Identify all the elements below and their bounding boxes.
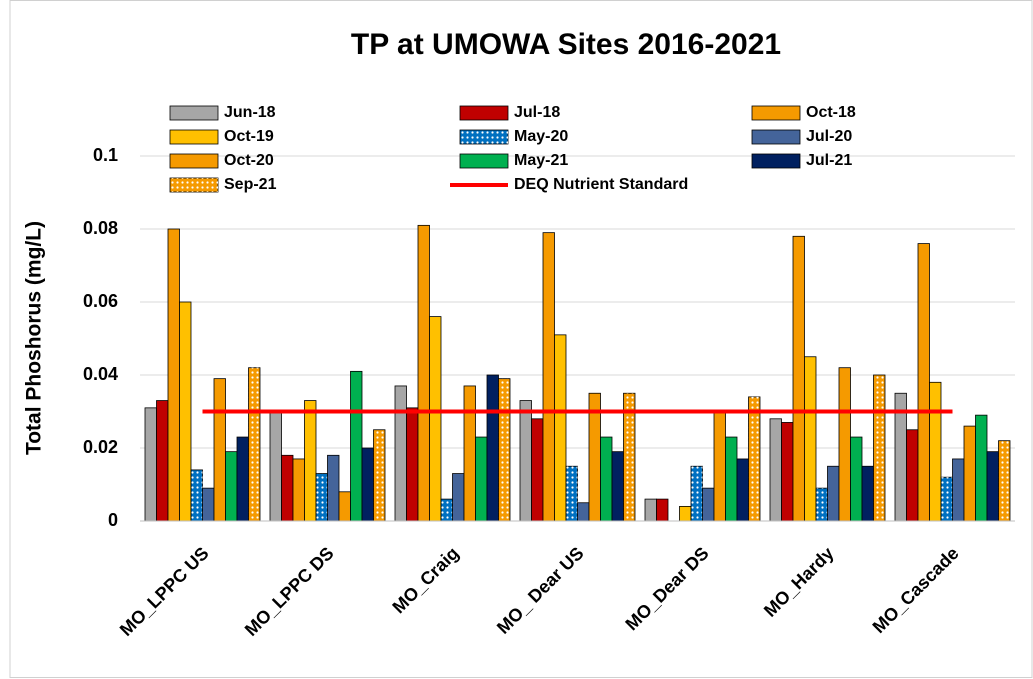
legend-label: Oct-18 [806, 104, 856, 121]
bar [986, 451, 999, 522]
bar [952, 458, 965, 522]
legend-label: May-21 [514, 152, 568, 169]
bar-pattern [623, 393, 635, 521]
bar [417, 224, 430, 522]
bar [929, 381, 942, 522]
bar [167, 228, 180, 522]
bar [792, 235, 805, 522]
bar [577, 502, 590, 522]
bar [644, 498, 657, 522]
bar-pattern [498, 378, 510, 521]
y-axis-label: Total Phoshorus (mg/L) [23, 221, 46, 455]
bar [702, 487, 715, 522]
legend-label: May-20 [514, 128, 568, 145]
legend-label: Jul-21 [806, 152, 852, 169]
bar [394, 385, 407, 522]
legend-label: Sep-21 [224, 176, 277, 193]
bar-pattern [941, 477, 953, 521]
bar [202, 487, 215, 522]
y-tick-label: 0.02 [83, 437, 118, 457]
bar [975, 414, 988, 522]
bar-pattern [873, 375, 885, 521]
legend-swatch [169, 129, 219, 145]
bar-pattern [998, 440, 1010, 521]
bar [725, 436, 738, 522]
legend-label: Oct-20 [224, 152, 274, 169]
bar [542, 232, 555, 522]
chart-title: TP at UMOWA Sites 2016-2021 [351, 28, 781, 61]
bar [361, 447, 374, 522]
bar-pattern [691, 466, 703, 521]
bar [463, 385, 476, 522]
bar-pattern [316, 473, 328, 521]
y-tick-label: 0.06 [83, 291, 118, 311]
bar [429, 316, 442, 522]
bar-pattern [566, 466, 578, 521]
y-tick-label: 0.1 [93, 145, 118, 165]
bar-pattern [816, 488, 828, 521]
legend-label: DEQ Nutrient Standard [514, 176, 688, 193]
legend-swatch [169, 105, 219, 121]
bar [736, 458, 749, 522]
bar [917, 243, 930, 522]
bar [281, 454, 294, 522]
bar [656, 498, 669, 522]
legend-swatch [459, 153, 509, 169]
legend-label: Jul-18 [514, 104, 560, 121]
bar [713, 411, 726, 522]
bar [452, 473, 465, 522]
bar [838, 367, 851, 522]
bar [906, 429, 919, 522]
bar [269, 411, 282, 522]
bar-pattern [248, 367, 260, 521]
legend-swatch [751, 105, 801, 121]
bar [475, 436, 488, 522]
legend-swatch [169, 153, 219, 169]
bar [600, 436, 613, 522]
bar [225, 451, 238, 522]
bar-pattern [748, 396, 760, 521]
legend-label: Oct-19 [224, 128, 274, 145]
bar [338, 491, 351, 522]
legend-label: Jun-18 [224, 104, 276, 121]
bar [156, 400, 169, 522]
legend-label: Jul-20 [806, 128, 852, 145]
bar [611, 451, 624, 522]
legend-swatch [751, 129, 801, 145]
bar [769, 418, 782, 522]
bar [554, 334, 567, 522]
bar [144, 407, 157, 522]
legend-swatch [459, 105, 509, 121]
bar [861, 465, 874, 522]
bar [304, 400, 317, 522]
legend-pattern [170, 178, 218, 192]
bar [213, 378, 226, 522]
y-tick-label: 0 [108, 510, 118, 530]
bar [486, 374, 499, 522]
legend-swatch [751, 153, 801, 169]
bar [292, 458, 305, 522]
bar [963, 425, 976, 522]
legend-pattern [460, 130, 508, 144]
bar [850, 436, 863, 522]
bar [406, 407, 419, 522]
bar [679, 505, 692, 522]
y-tick-label: 0.04 [83, 364, 118, 384]
bar [350, 370, 363, 522]
bar-pattern [441, 499, 453, 521]
legend: Jun-18 Jul-18 Oct-18 Oct-19 May-20 Jul-20 Oct-… [169, 104, 856, 193]
bar [519, 400, 532, 522]
bar [236, 436, 249, 522]
bar [781, 422, 794, 522]
bar [531, 418, 544, 522]
bar [827, 465, 840, 522]
bar [327, 454, 340, 522]
bar-pattern [191, 469, 203, 521]
bar-pattern [373, 429, 385, 521]
chart-border [9, 0, 1033, 678]
bar [179, 301, 192, 522]
bar [804, 356, 817, 522]
y-tick-label: 0.08 [83, 218, 118, 238]
